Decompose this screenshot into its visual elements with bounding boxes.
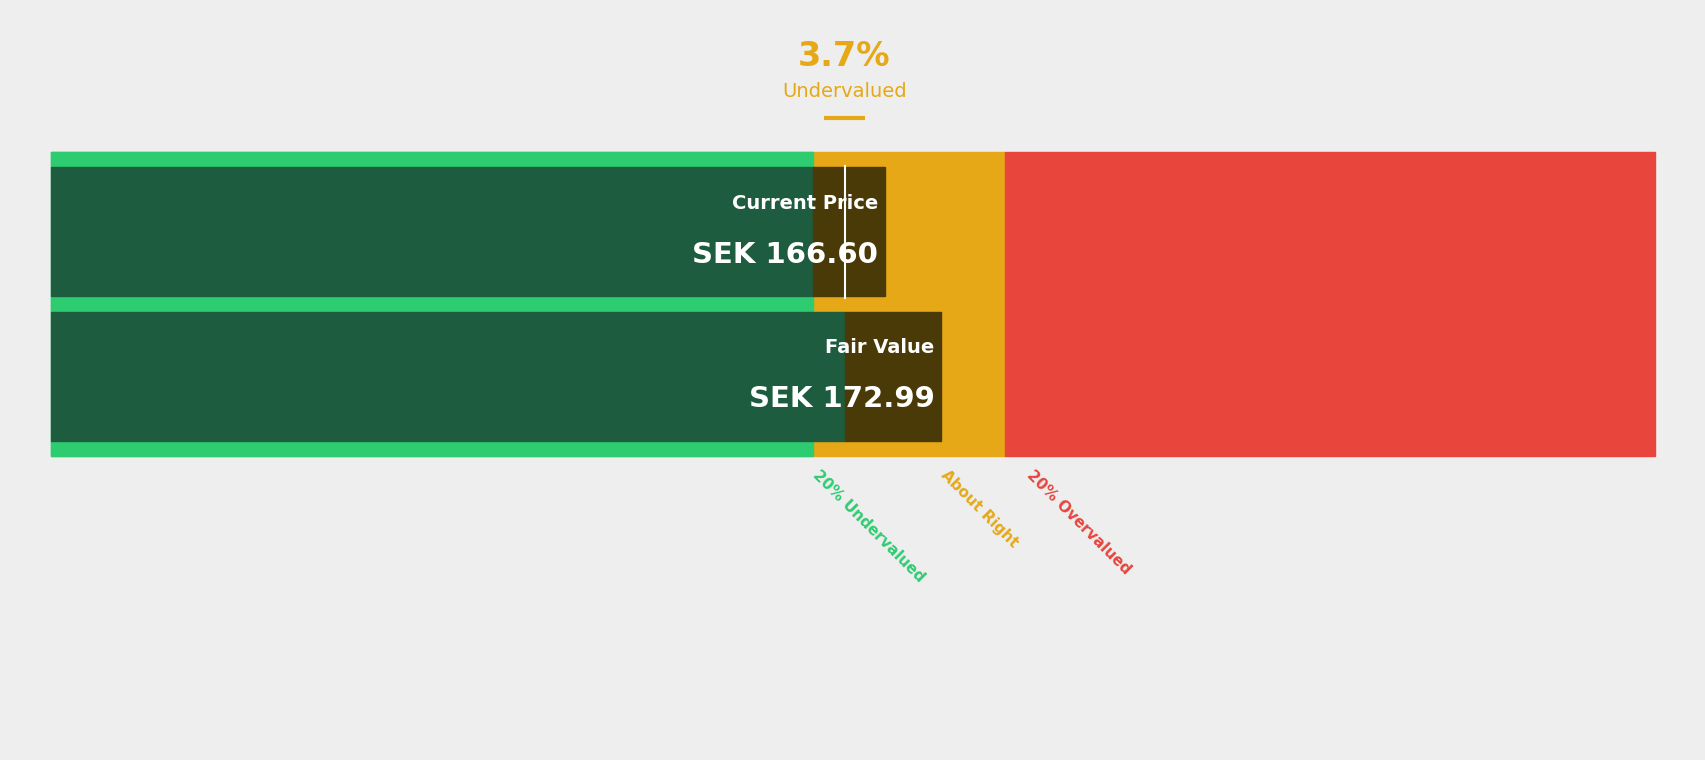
Bar [51,441,812,456]
Bar [51,296,812,312]
Bar [812,167,885,296]
Bar [51,152,812,167]
Bar [51,152,812,456]
Text: Current Price: Current Price [731,194,878,213]
Text: SEK 166.60: SEK 166.60 [692,241,878,269]
Text: Undervalued: Undervalued [781,81,907,100]
Text: Fair Value: Fair Value [825,338,934,357]
Bar [844,312,941,441]
Bar [1004,152,1654,456]
Text: About Right: About Right [938,467,1021,550]
Text: 20% Overvalued: 20% Overvalued [1023,467,1132,577]
Text: 3.7%: 3.7% [798,40,890,74]
Bar [51,167,812,296]
Text: 20% Undervalued: 20% Undervalued [810,467,928,585]
Text: SEK 172.99: SEK 172.99 [748,385,934,413]
Bar [812,152,1004,456]
Bar [51,312,844,441]
